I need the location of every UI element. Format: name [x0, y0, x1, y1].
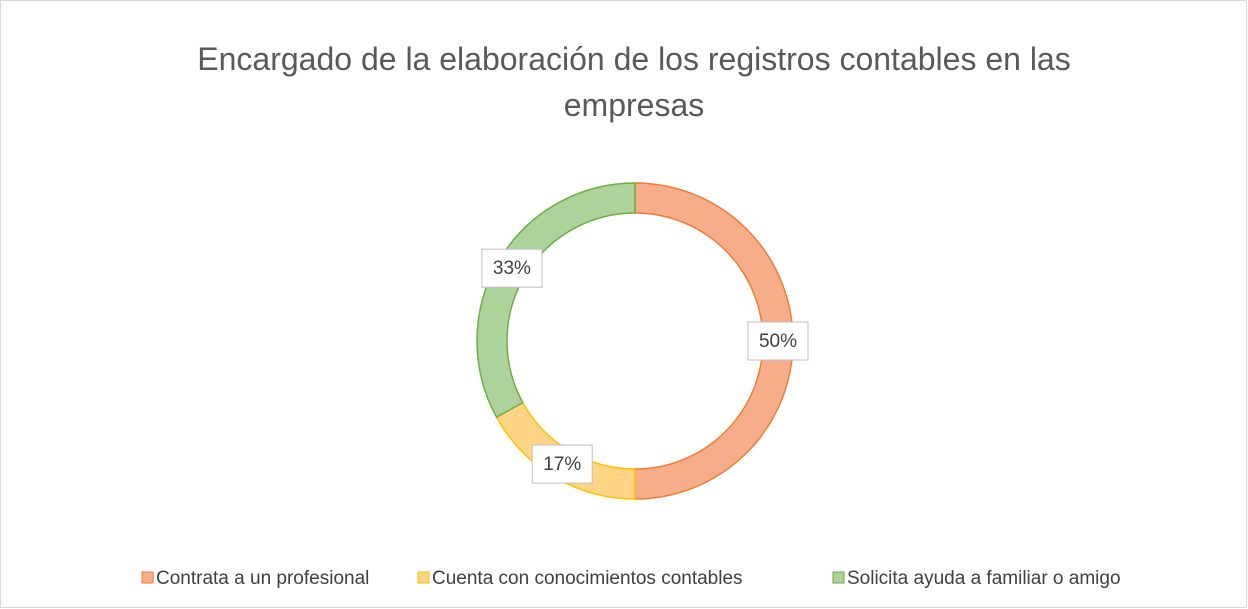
data-label: 17%	[543, 454, 581, 475]
data-label-box	[747, 321, 809, 361]
data-label: 33%	[493, 258, 531, 279]
legend-label: Contrata a un profesional	[156, 568, 369, 589]
legend-swatch	[832, 571, 845, 584]
legend-label: Solicita ayuda a familiar o amigo	[847, 568, 1121, 589]
data-label-box	[531, 444, 593, 484]
chart-title: Encargado de la elaboración de los regis…	[197, 41, 1071, 123]
legend-swatch	[417, 571, 430, 584]
donut-segment	[634, 182, 794, 500]
legend-label: Cuenta con conocimientos contables	[432, 568, 743, 589]
donut-segment	[476, 182, 636, 419]
legend-swatch	[141, 571, 154, 584]
data-label: 50%	[759, 331, 797, 352]
data-label-box	[481, 248, 543, 288]
